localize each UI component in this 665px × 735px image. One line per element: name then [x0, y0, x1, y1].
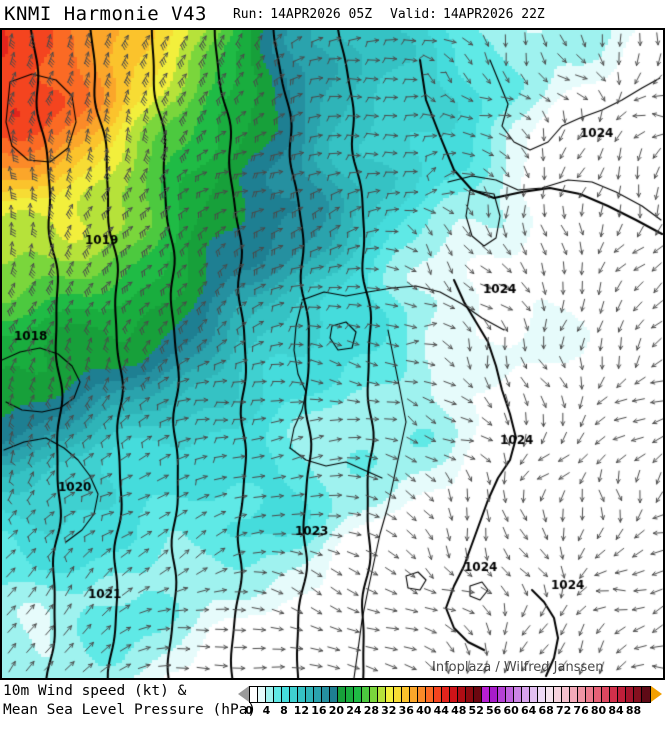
colorbar-cell	[618, 687, 626, 702]
colorbar-tick: 48	[451, 704, 467, 717]
colorbar-cell	[506, 687, 514, 702]
colorbar-tick: 56	[486, 704, 502, 717]
valid-time-block: Valid: 14APR2026 22Z	[390, 7, 545, 22]
colorbar-row	[238, 686, 662, 703]
colorbar-cell	[474, 687, 482, 702]
colorbar-cell	[346, 687, 354, 702]
colorbar-cell	[298, 687, 306, 702]
colorbar-tick: 80	[590, 704, 607, 717]
colorbar-tick: 64	[520, 704, 537, 717]
colorbar-cell	[426, 687, 434, 702]
colorbar-cell	[610, 687, 618, 702]
run-label: Run:	[232, 6, 265, 22]
colorbar-cell	[522, 687, 530, 702]
colorbar-cell	[418, 687, 426, 702]
colorbar-cell	[546, 687, 554, 702]
colorbar-tick: 88	[625, 704, 642, 717]
colorbar-cell	[434, 687, 442, 702]
colorbar-tick: 0	[245, 704, 253, 717]
colorbar-cell	[530, 687, 538, 702]
colorbar-cell	[282, 687, 290, 702]
colorbar-over-arrow-icon	[651, 686, 662, 702]
colorbar-cell	[370, 687, 378, 702]
colorbar-under-arrow-icon	[238, 686, 249, 702]
legend-title-line2: Mean Sea Level Pressure (hPa)	[3, 702, 257, 718]
colorbar-cell	[330, 687, 338, 702]
colorbar-cell	[594, 687, 602, 702]
colorbar-cell	[538, 687, 546, 702]
colorbar-cell	[250, 687, 258, 702]
colorbar-tick: 4	[262, 704, 271, 717]
colorbar-cell	[602, 687, 610, 702]
colorbar-cell	[442, 687, 450, 702]
colorbar-tick: 52	[468, 704, 484, 717]
colorbar-cell	[362, 687, 370, 702]
colorbar-cell	[306, 687, 314, 702]
colorbar-cell	[642, 687, 650, 702]
header-bar: KNMI Harmonie V43 Run: 14APR2026 05Z Val…	[0, 0, 665, 28]
map-panel[interactable]: Infoplaza / Wilfred Janssen	[0, 28, 665, 680]
colorbar-cell	[570, 687, 578, 702]
colorbar-cell	[314, 687, 322, 702]
colorbar-cell	[354, 687, 362, 702]
colorbar-cell	[466, 687, 474, 702]
run-value: 14APR2026 05Z	[270, 6, 373, 22]
colorbar-cell	[490, 687, 498, 702]
colorbar-cell	[394, 687, 402, 702]
colorbar-cell	[338, 687, 346, 702]
colorbar-tick: 76	[573, 704, 589, 717]
colorbar-cell	[578, 687, 586, 702]
colorbar-cell	[290, 687, 298, 702]
colorbar-area: 0 4 8 12 16 20 24 28 32 36 40 44 48 52 56 60 64 68 72 76 80 8…	[238, 686, 662, 732]
legend-title: 10m Wind speed (kt) & Mean Sea Level Pre…	[0, 680, 256, 720]
colorbar-cell	[386, 687, 394, 702]
colorbar-cell	[402, 687, 410, 702]
colorbar-cell	[554, 687, 562, 702]
colorbar-cell	[626, 687, 634, 702]
model-title: KNMI Harmonie V43	[4, 3, 207, 25]
colorbar-cell	[514, 687, 522, 702]
legend-title-line1: 10m Wind speed (kt) &	[3, 683, 187, 699]
run-time-block: Run: 14APR2026 05Z	[233, 7, 372, 22]
colorbar-cell	[266, 687, 274, 702]
colorbar-tick: 40	[416, 704, 432, 717]
colorbar-tick: 72	[555, 704, 572, 717]
colorbar-tick: 60	[503, 704, 519, 717]
colorbar-cell	[450, 687, 458, 702]
colorbar-tick: 28	[363, 704, 379, 717]
colorbar-cell	[274, 687, 282, 702]
colorbar-cell	[410, 687, 418, 702]
colorbar-cell	[458, 687, 466, 702]
colorbar-tick: 32	[381, 704, 397, 717]
colorbar-cell	[586, 687, 594, 702]
colorbar-cell	[378, 687, 386, 702]
colorbar-cell	[634, 687, 642, 702]
valid-value: 14APR2026 22Z	[443, 6, 545, 22]
colorbar-cell	[322, 687, 330, 702]
weather-map[interactable]	[0, 28, 665, 680]
colorbar-cell	[498, 687, 506, 702]
colorbar-tick: 12	[293, 704, 310, 717]
colorbar-cell	[562, 687, 570, 702]
colorbar-cell	[258, 687, 266, 702]
colorbar-tick: 20	[328, 704, 345, 717]
colorbar-tick: 68	[538, 704, 554, 717]
colorbar-cell	[482, 687, 490, 702]
colorbar-tick: 8	[280, 704, 288, 717]
colorbar-tick: 36	[398, 704, 414, 717]
colorbar	[249, 686, 651, 703]
colorbar-tick: 24	[346, 704, 362, 717]
legend-bar: 10m Wind speed (kt) & Mean Sea Level Pre…	[0, 680, 665, 735]
wind-speed-field-canvas	[2, 30, 663, 678]
colorbar-tick: 84	[608, 704, 624, 717]
colorbar-tick: 44	[433, 704, 449, 717]
valid-label: Valid:	[390, 6, 437, 22]
colorbar-tick: 16	[311, 704, 327, 717]
colorbar-tick-labels: 0 4 8 12 16 20 24 28 32 36 40 44 48 52 56 60 64 68 72 76 80 8…	[238, 704, 662, 720]
